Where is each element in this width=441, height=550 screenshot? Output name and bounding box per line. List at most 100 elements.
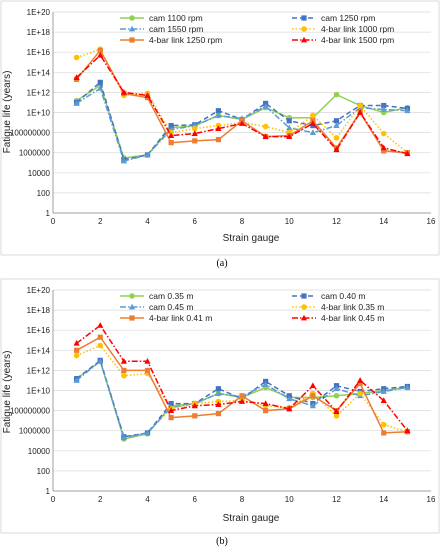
x-tick-label: 0 bbox=[51, 217, 56, 226]
legend-item: 4-bar link 1500 rpm bbox=[292, 35, 394, 45]
x-tick-label: 8 bbox=[240, 495, 245, 504]
data-point bbox=[168, 140, 174, 146]
x-tick-label: 14 bbox=[379, 217, 388, 226]
data-point bbox=[404, 107, 411, 114]
data-point bbox=[120, 89, 127, 95]
x-axis-label-b: Strain gauge bbox=[223, 513, 280, 524]
data-point bbox=[74, 347, 80, 353]
data-point bbox=[404, 384, 411, 390]
data-point bbox=[333, 392, 340, 399]
data-point bbox=[215, 390, 222, 396]
data-point bbox=[357, 109, 364, 115]
x-tick-label: 6 bbox=[193, 495, 198, 504]
x-tick-label: 4 bbox=[145, 495, 150, 504]
x-tick-label: 2 bbox=[98, 495, 103, 504]
legend-swatch-marker bbox=[128, 25, 136, 32]
legend-item: cam 0.45 m bbox=[120, 302, 193, 312]
legend-swatch-marker bbox=[301, 26, 307, 32]
data-point bbox=[357, 380, 363, 387]
data-point bbox=[238, 120, 246, 126]
data-point bbox=[168, 407, 175, 413]
data-point bbox=[121, 372, 127, 379]
data-point bbox=[333, 413, 340, 419]
data-point bbox=[404, 427, 411, 434]
y-tick-label: 10000 bbox=[28, 447, 51, 456]
data-point bbox=[73, 54, 80, 61]
data-point bbox=[144, 92, 151, 98]
series-b bbox=[73, 322, 411, 442]
data-point bbox=[333, 135, 340, 141]
legend-swatch-marker bbox=[129, 15, 135, 21]
data-point bbox=[262, 123, 269, 130]
legend-swatch-marker bbox=[301, 304, 307, 310]
axes-a bbox=[52, 12, 431, 214]
data-point bbox=[286, 395, 293, 402]
data-point bbox=[192, 138, 198, 144]
data-point bbox=[262, 400, 269, 406]
legend-item: 4-bar link 0.35 m bbox=[292, 302, 384, 312]
legend-label: 4-bar link 0.45 m bbox=[321, 313, 384, 323]
data-point bbox=[192, 413, 198, 419]
legend-label: cam 0.45 m bbox=[149, 302, 193, 312]
data-point bbox=[380, 388, 387, 394]
y-tick-label: 1E+14 bbox=[27, 68, 51, 77]
data-point bbox=[97, 51, 104, 58]
x-tick-labels-a: 0 2 4 6 8 10 12 14 16 bbox=[51, 217, 436, 226]
data-point bbox=[215, 401, 222, 407]
data-point bbox=[333, 118, 340, 124]
data-point bbox=[381, 148, 387, 154]
data-point bbox=[309, 129, 316, 135]
legend-label: 4-bar link 0.35 m bbox=[321, 302, 384, 312]
data-point bbox=[97, 358, 104, 364]
legend-item: 4-bar link 0.45 m bbox=[292, 313, 384, 323]
legend-swatch-marker bbox=[300, 36, 308, 43]
data-point bbox=[381, 430, 387, 436]
data-point bbox=[286, 124, 293, 131]
y-tick-label: 1E+20 bbox=[27, 8, 51, 17]
data-point bbox=[191, 125, 198, 132]
x-tick-label: 2 bbox=[98, 217, 103, 226]
legend-swatch-marker bbox=[301, 15, 307, 21]
data-point bbox=[333, 385, 340, 392]
x-axis-label-a: Strain gauge bbox=[223, 233, 280, 244]
legend-label: 4-bar link 1500 rpm bbox=[321, 35, 394, 45]
chart-panel-a: 11001000010000001000000001E+101E+121E+14… bbox=[0, 0, 440, 256]
data-point bbox=[404, 150, 411, 157]
data-point bbox=[286, 405, 293, 412]
legend-item: cam 1250 rpm bbox=[292, 13, 375, 23]
data-point bbox=[215, 112, 222, 118]
data-point bbox=[215, 125, 222, 132]
x-tick-label: 0 bbox=[51, 495, 56, 504]
data-point bbox=[380, 130, 387, 137]
data-point bbox=[215, 108, 221, 114]
legend-item: 4-bar link 1250 rpm bbox=[120, 35, 222, 45]
x-tick-label: 14 bbox=[379, 495, 388, 504]
data-point bbox=[97, 342, 104, 349]
axes-b bbox=[52, 290, 431, 492]
y-tick-label: 100 bbox=[37, 189, 51, 198]
data-point bbox=[357, 102, 363, 109]
series-4 bbox=[74, 334, 410, 436]
x-tick-label: 4 bbox=[145, 217, 150, 226]
legend-swatch-marker bbox=[129, 315, 135, 321]
data-point bbox=[380, 144, 387, 151]
data-point bbox=[168, 122, 174, 129]
legend-label: cam 1100 rpm bbox=[149, 13, 203, 23]
legend-item: cam 0.35 m bbox=[120, 291, 193, 301]
data-point bbox=[73, 352, 80, 359]
data-point bbox=[286, 118, 292, 124]
data-point bbox=[357, 377, 364, 383]
data-point bbox=[380, 421, 387, 428]
legend-swatch-marker bbox=[300, 314, 308, 321]
data-point bbox=[333, 146, 340, 153]
data-point bbox=[333, 408, 340, 414]
y-tick-label: 100 bbox=[37, 467, 51, 476]
x-tick-label: 16 bbox=[427, 217, 436, 226]
series-5 bbox=[73, 51, 411, 157]
data-point bbox=[333, 91, 340, 98]
x-tick-label: 6 bbox=[193, 217, 198, 226]
data-point bbox=[380, 106, 387, 112]
